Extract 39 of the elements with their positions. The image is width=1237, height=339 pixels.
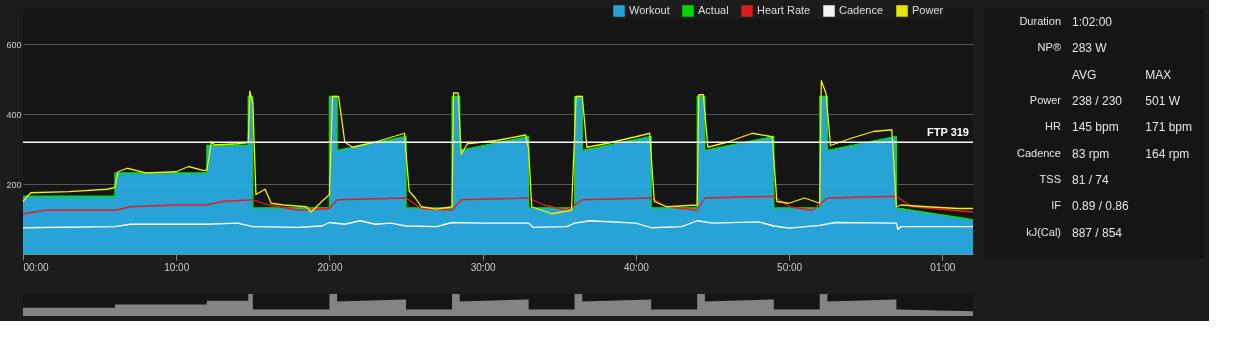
- text: MAX: [1145, 67, 1172, 82]
- text: 501 W: [1145, 94, 1181, 109]
- y-tick-label: 400: [6, 109, 22, 120]
- text: 83 rpm: [1072, 146, 1110, 161]
- line-series: [22, 195, 974, 215]
- text: AVG: [1072, 67, 1097, 82]
- text: 283 W: [1072, 41, 1108, 56]
- y-tick-label: 200: [6, 179, 22, 190]
- text: TSS: [1039, 173, 1061, 186]
- text: 81 / 74: [1072, 173, 1110, 188]
- line-series: [22, 220, 974, 231]
- x-tick-label: 50:00: [777, 261, 803, 273]
- text: HR: [1045, 120, 1062, 133]
- text: 887 / 854: [1072, 225, 1123, 240]
- text: 238 / 230: [1072, 94, 1123, 109]
- text: Duration: [1019, 15, 1061, 28]
- text: 1:02:00: [1072, 15, 1113, 30]
- text: Power: [1029, 94, 1062, 107]
- y-tick-label: 600: [6, 39, 22, 50]
- legend-label: Actual: [698, 4, 729, 16]
- legend-label: Cadence: [839, 4, 884, 16]
- x-tick-label: 20:00: [317, 261, 343, 273]
- text: Cadence: [1016, 146, 1061, 159]
- legend-label: Workout: [629, 4, 670, 16]
- ref-line-label: FTP 319: [927, 126, 969, 139]
- text: NP®: [1037, 41, 1061, 54]
- x-tick-label: 00:00: [23, 261, 49, 273]
- text: kJ(Cal): [1026, 225, 1061, 238]
- text: 145 bpm: [1072, 120, 1119, 135]
- x-tick-label: 40:00: [623, 261, 650, 273]
- legend-label: Power: [912, 4, 944, 16]
- x-tick-label: 01:00: [930, 261, 956, 273]
- text: 171 bpm: [1145, 120, 1193, 135]
- text: 164 rpm: [1145, 146, 1190, 161]
- x-tick-label: 10:00: [164, 261, 190, 273]
- text: IF: [1051, 199, 1062, 212]
- legend-label: Heart Rate: [757, 4, 811, 16]
- x-tick-label: 30:00: [470, 261, 497, 273]
- text: 0.89 / 0.86: [1072, 199, 1130, 214]
